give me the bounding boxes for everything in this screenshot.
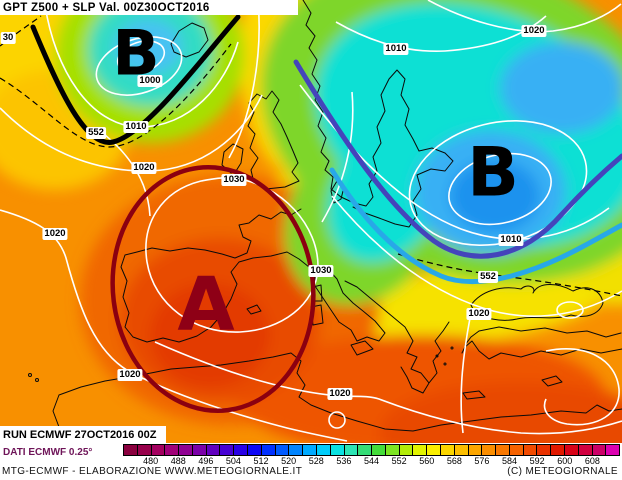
- colorbar-tick: 608: [584, 456, 600, 466]
- contour-552-west: [0, 43, 232, 148]
- trough-axis-black: [30, 14, 241, 145]
- colorbar-cell: [536, 445, 551, 455]
- colorbar-cell: [495, 445, 509, 455]
- colorbar-cell: [481, 445, 496, 455]
- copyright-label: (C) METEOGIORNALE: [507, 466, 618, 477]
- colorbar-cell: [467, 445, 482, 455]
- colorbar-tick: 504: [225, 456, 241, 466]
- colorbar-cell: [219, 445, 234, 455]
- coast-great-britain: [247, 90, 300, 190]
- colorbar-tick: 480: [143, 456, 159, 466]
- colorbar-ticks: 480 488 496 504 512 520 528 536 544 552 560 568 576 5…: [123, 456, 620, 467]
- colorbar-cell: [398, 445, 413, 455]
- trough-axis-indigo: [293, 59, 622, 259]
- coast-ireland: [221, 143, 244, 174]
- colorbar-tick: 560: [419, 456, 435, 466]
- colorbar-tick: 552: [391, 456, 407, 466]
- coastlines: [28, 0, 622, 442]
- colorbar-cell: [205, 445, 220, 455]
- run-label: RUN ECMWF 27OCT2016 00Z: [3, 428, 157, 441]
- island-dot: [435, 354, 439, 358]
- colorbar-cell: [164, 445, 179, 455]
- coast-italy: [314, 267, 386, 342]
- island-dot: [450, 346, 454, 350]
- coast-west-europe-iberia: [120, 208, 310, 343]
- colorbar-cell: [274, 445, 289, 455]
- colorbar-cell: [260, 445, 275, 455]
- coast-balearics: [246, 304, 262, 315]
- colorbar: [123, 444, 620, 456]
- colorbar-tick: 592: [529, 456, 545, 466]
- colorbar-cell: [577, 445, 592, 455]
- island-dot: [28, 373, 32, 377]
- title-bar: GPT Z500 + SLP Val. 00Z30OCT2016: [0, 0, 298, 15]
- colorbar-cell: [329, 445, 344, 455]
- colorbar-tick: 600: [557, 456, 573, 466]
- colorbar-cell: [591, 445, 606, 455]
- colorbar-cell: [315, 445, 330, 455]
- coast-crete: [462, 390, 486, 400]
- colorbar-tick: 496: [198, 456, 214, 466]
- coast-balkans-greece: [344, 280, 450, 394]
- run-box: RUN ECMWF 27OCT2016 00Z: [0, 426, 166, 443]
- colorbar-cell: [412, 445, 427, 455]
- island-dot: [443, 362, 447, 366]
- colorbar-cell: [302, 445, 316, 455]
- coast-cyprus: [541, 375, 563, 387]
- contour-552-east: [397, 253, 622, 297]
- colorbar-cell: [150, 445, 165, 455]
- colorbar-tick: 568: [446, 456, 462, 466]
- colorbar-tick: 536: [336, 456, 352, 466]
- colorbar-cell: [371, 445, 385, 455]
- colorbar-cell: [522, 445, 537, 455]
- colorbar-tick: 544: [363, 456, 380, 466]
- colorbar-cell: [233, 445, 248, 455]
- coast-iceland: [170, 22, 209, 58]
- colorbar-cell: [550, 445, 564, 455]
- coast-scandinavia: [302, 0, 454, 228]
- colorbar-cell: [564, 445, 578, 455]
- colorbar-cell: [124, 445, 137, 455]
- data-resolution-label: DATI ECMWF 0.25°: [3, 447, 93, 458]
- map-title: GPT Z500 + SLP Val. 00Z30OCT2016: [3, 1, 210, 14]
- colorbar-cell: [178, 445, 192, 455]
- colorbar-tick: 488: [170, 456, 186, 466]
- colorbar-tick: 520: [281, 456, 297, 466]
- colorbar-cell: [288, 445, 303, 455]
- credit-label: MTG-ECMWF - ELABORAZIONE WWW.METEOGIORNA…: [2, 466, 303, 477]
- colorbar-cell: [605, 445, 620, 455]
- colorbar-cell: [136, 445, 151, 455]
- colorbar-cell: [453, 445, 468, 455]
- colorbar-tick: 576: [474, 456, 490, 466]
- colorbar-cell: [439, 445, 454, 455]
- island-dot: [35, 378, 39, 382]
- colorbar-cell: [191, 445, 206, 455]
- colorbar-tick: 512: [253, 456, 269, 466]
- colorbar-cell: [247, 445, 261, 455]
- colorbar-cell: [508, 445, 523, 455]
- coast-sicily: [350, 340, 374, 356]
- colorbar-tick: 528: [308, 456, 324, 466]
- colorbar-cell: [357, 445, 372, 455]
- colorbar-cell: [426, 445, 440, 455]
- colorbar-tick: 584: [502, 456, 518, 466]
- colorbar-cell: [343, 445, 358, 455]
- colorbar-cell: [384, 445, 399, 455]
- coast-turkey: [461, 326, 622, 360]
